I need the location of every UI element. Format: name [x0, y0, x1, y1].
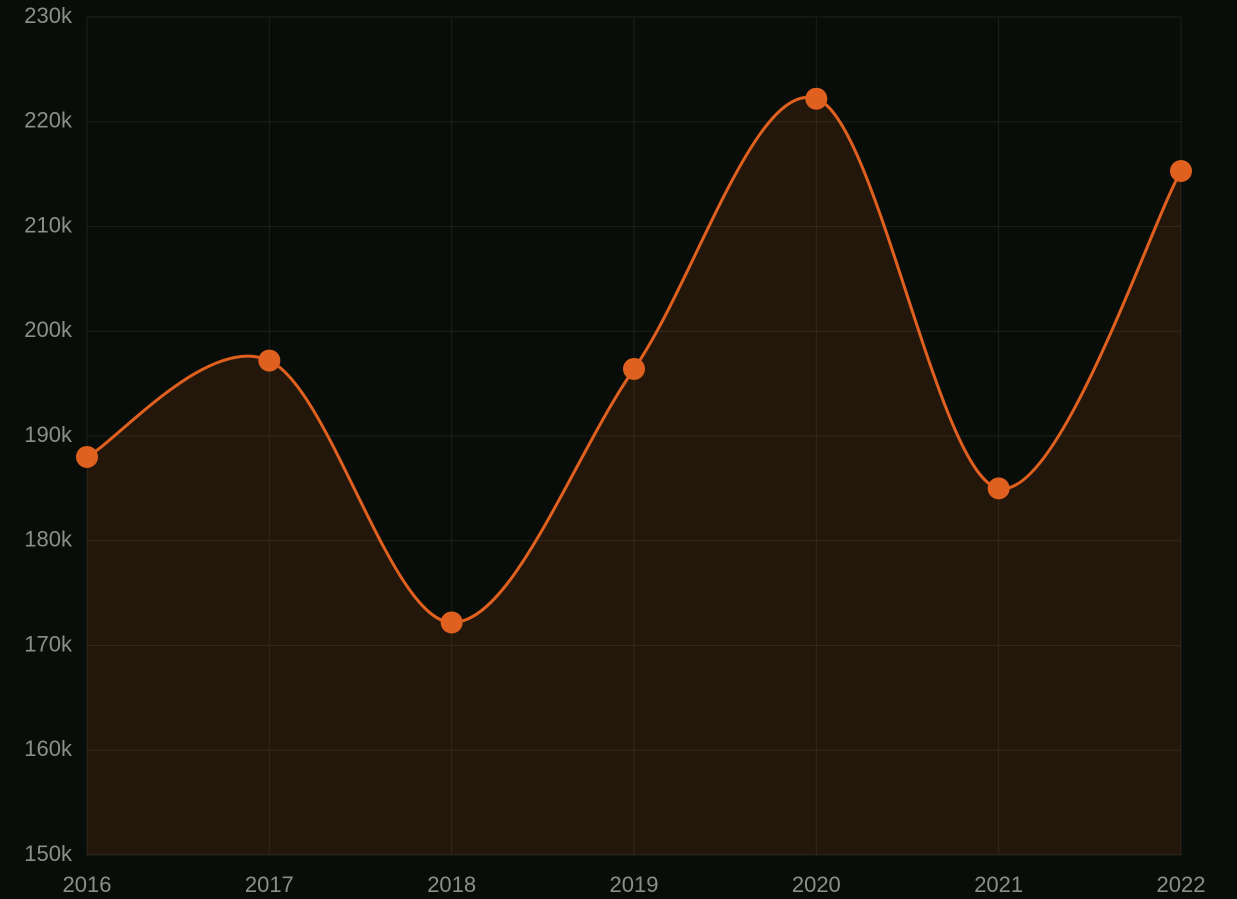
- x-tick-label: 2021: [974, 872, 1023, 897]
- x-tick-label: 2017: [245, 872, 294, 897]
- y-tick-label: 220k: [24, 108, 73, 133]
- x-tick-label: 2020: [792, 872, 841, 897]
- point: [623, 357, 645, 380]
- point: [1170, 159, 1192, 182]
- point: [76, 445, 98, 468]
- y-tick-label: 190k: [24, 422, 73, 447]
- y-tick-label: 230k: [24, 3, 73, 28]
- point: [440, 611, 463, 634]
- x-tick-label: 2018: [427, 872, 476, 897]
- y-tick-label: 160k: [24, 736, 73, 761]
- y-tick-label: 170k: [24, 631, 73, 656]
- y-tick-label: 210k: [24, 212, 73, 237]
- y-tick-label: 200k: [24, 317, 73, 342]
- x-tick-label: 2022: [1157, 872, 1206, 897]
- point: [258, 349, 281, 372]
- area-fill: [87, 97, 1181, 856]
- point: [987, 477, 1010, 500]
- x-tick-label: 2019: [610, 872, 659, 897]
- point: [805, 87, 828, 110]
- y-tick-label: 150k: [24, 841, 73, 866]
- y-tick-label: 180k: [24, 527, 73, 552]
- x-tick-label: 2016: [63, 872, 112, 897]
